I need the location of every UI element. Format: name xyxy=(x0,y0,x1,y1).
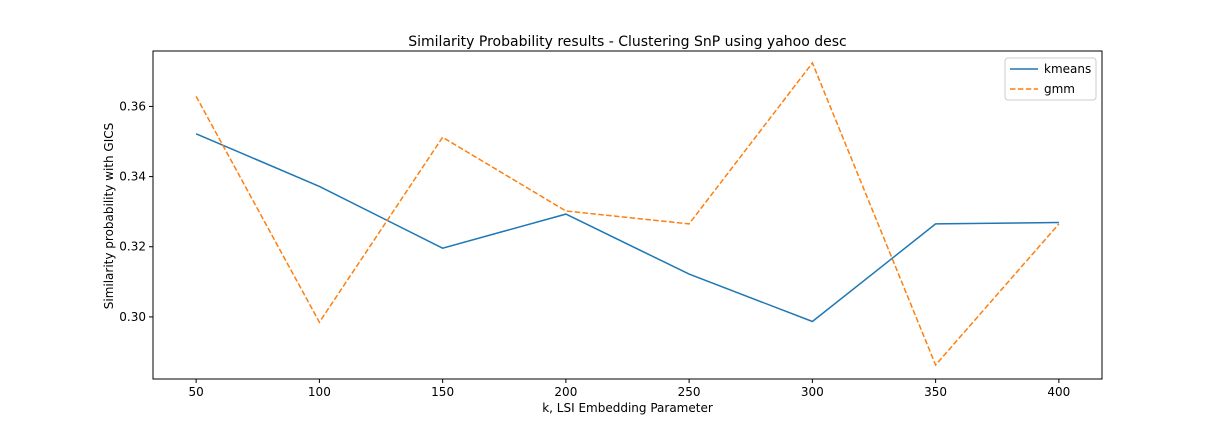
x-tick-label: 50 xyxy=(188,385,203,399)
x-tick-label: 250 xyxy=(678,385,701,399)
plot-frame xyxy=(152,50,1103,380)
y-tick-label: 0.36 xyxy=(119,99,146,113)
chart-title: Similarity Probability results - Cluster… xyxy=(408,34,846,50)
series-line-kmeans xyxy=(195,133,1059,323)
x-axis-label: k, LSI Embedding Parameter xyxy=(542,401,713,415)
x-tick-label: 200 xyxy=(554,385,577,399)
x-tick-label: 300 xyxy=(801,385,824,399)
y-tick-label: 0.32 xyxy=(119,240,146,254)
x-tick-label: 350 xyxy=(924,385,947,399)
series-line-gmm xyxy=(195,61,1060,367)
x-tick-label: 400 xyxy=(1047,385,1070,399)
series-layer xyxy=(195,61,1060,367)
legend-label-gmm: gmm xyxy=(1044,82,1075,96)
x-axis: 50 100 150 200 250 300 350 400 xyxy=(188,379,1070,399)
legend: kmeans gmm xyxy=(1004,57,1097,101)
legend-label-kmeans: kmeans xyxy=(1044,62,1091,76)
x-tick-label: 150 xyxy=(431,385,454,399)
y-tick-label: 0.34 xyxy=(119,170,146,184)
y-tick-label: 0.30 xyxy=(119,310,146,324)
y-axis-label: Similarity probability with GICS xyxy=(102,123,116,310)
y-axis: 0.30 0.32 0.34 0.36 xyxy=(119,99,153,324)
x-tick-label: 100 xyxy=(308,385,331,399)
